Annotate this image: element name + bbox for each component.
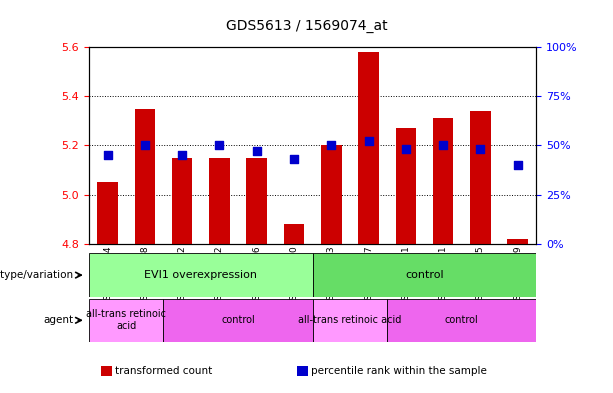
Bar [284,224,304,244]
Point [177,152,187,158]
Point [326,142,336,149]
Point [215,142,224,149]
Text: EVI1 overexpression: EVI1 overexpression [144,270,257,280]
Text: all-trans retinoic
acid: all-trans retinoic acid [86,310,166,331]
Bar [246,158,267,244]
Point [252,148,262,154]
Bar [433,118,454,244]
Text: control: control [221,315,255,325]
Text: percentile rank within the sample: percentile rank within the sample [311,366,487,376]
Point [289,156,299,162]
Bar [89,253,313,297]
Bar [321,145,341,244]
Point [102,152,112,158]
Point [401,146,411,152]
Bar [172,158,192,244]
Text: control: control [445,315,479,325]
Text: all-trans retinoic acid: all-trans retinoic acid [299,315,402,325]
Point [438,142,448,149]
Text: genotype/variation: genotype/variation [0,270,74,280]
Point [364,138,373,145]
Text: transformed count: transformed count [115,366,212,376]
Bar [470,111,490,244]
Bar [135,108,155,244]
Bar [97,182,118,244]
Point [140,142,150,149]
Bar [313,253,536,297]
Bar [164,299,313,342]
Bar [395,128,416,244]
Bar [359,52,379,244]
Point [513,162,523,168]
Bar [89,299,164,342]
Text: GDS5613 / 1569074_at: GDS5613 / 1569074_at [226,18,387,33]
Bar [508,239,528,244]
Bar [209,158,230,244]
Text: control: control [405,270,444,280]
Bar [313,299,387,342]
Text: agent: agent [44,315,74,325]
Point [476,146,485,152]
Bar [387,299,536,342]
